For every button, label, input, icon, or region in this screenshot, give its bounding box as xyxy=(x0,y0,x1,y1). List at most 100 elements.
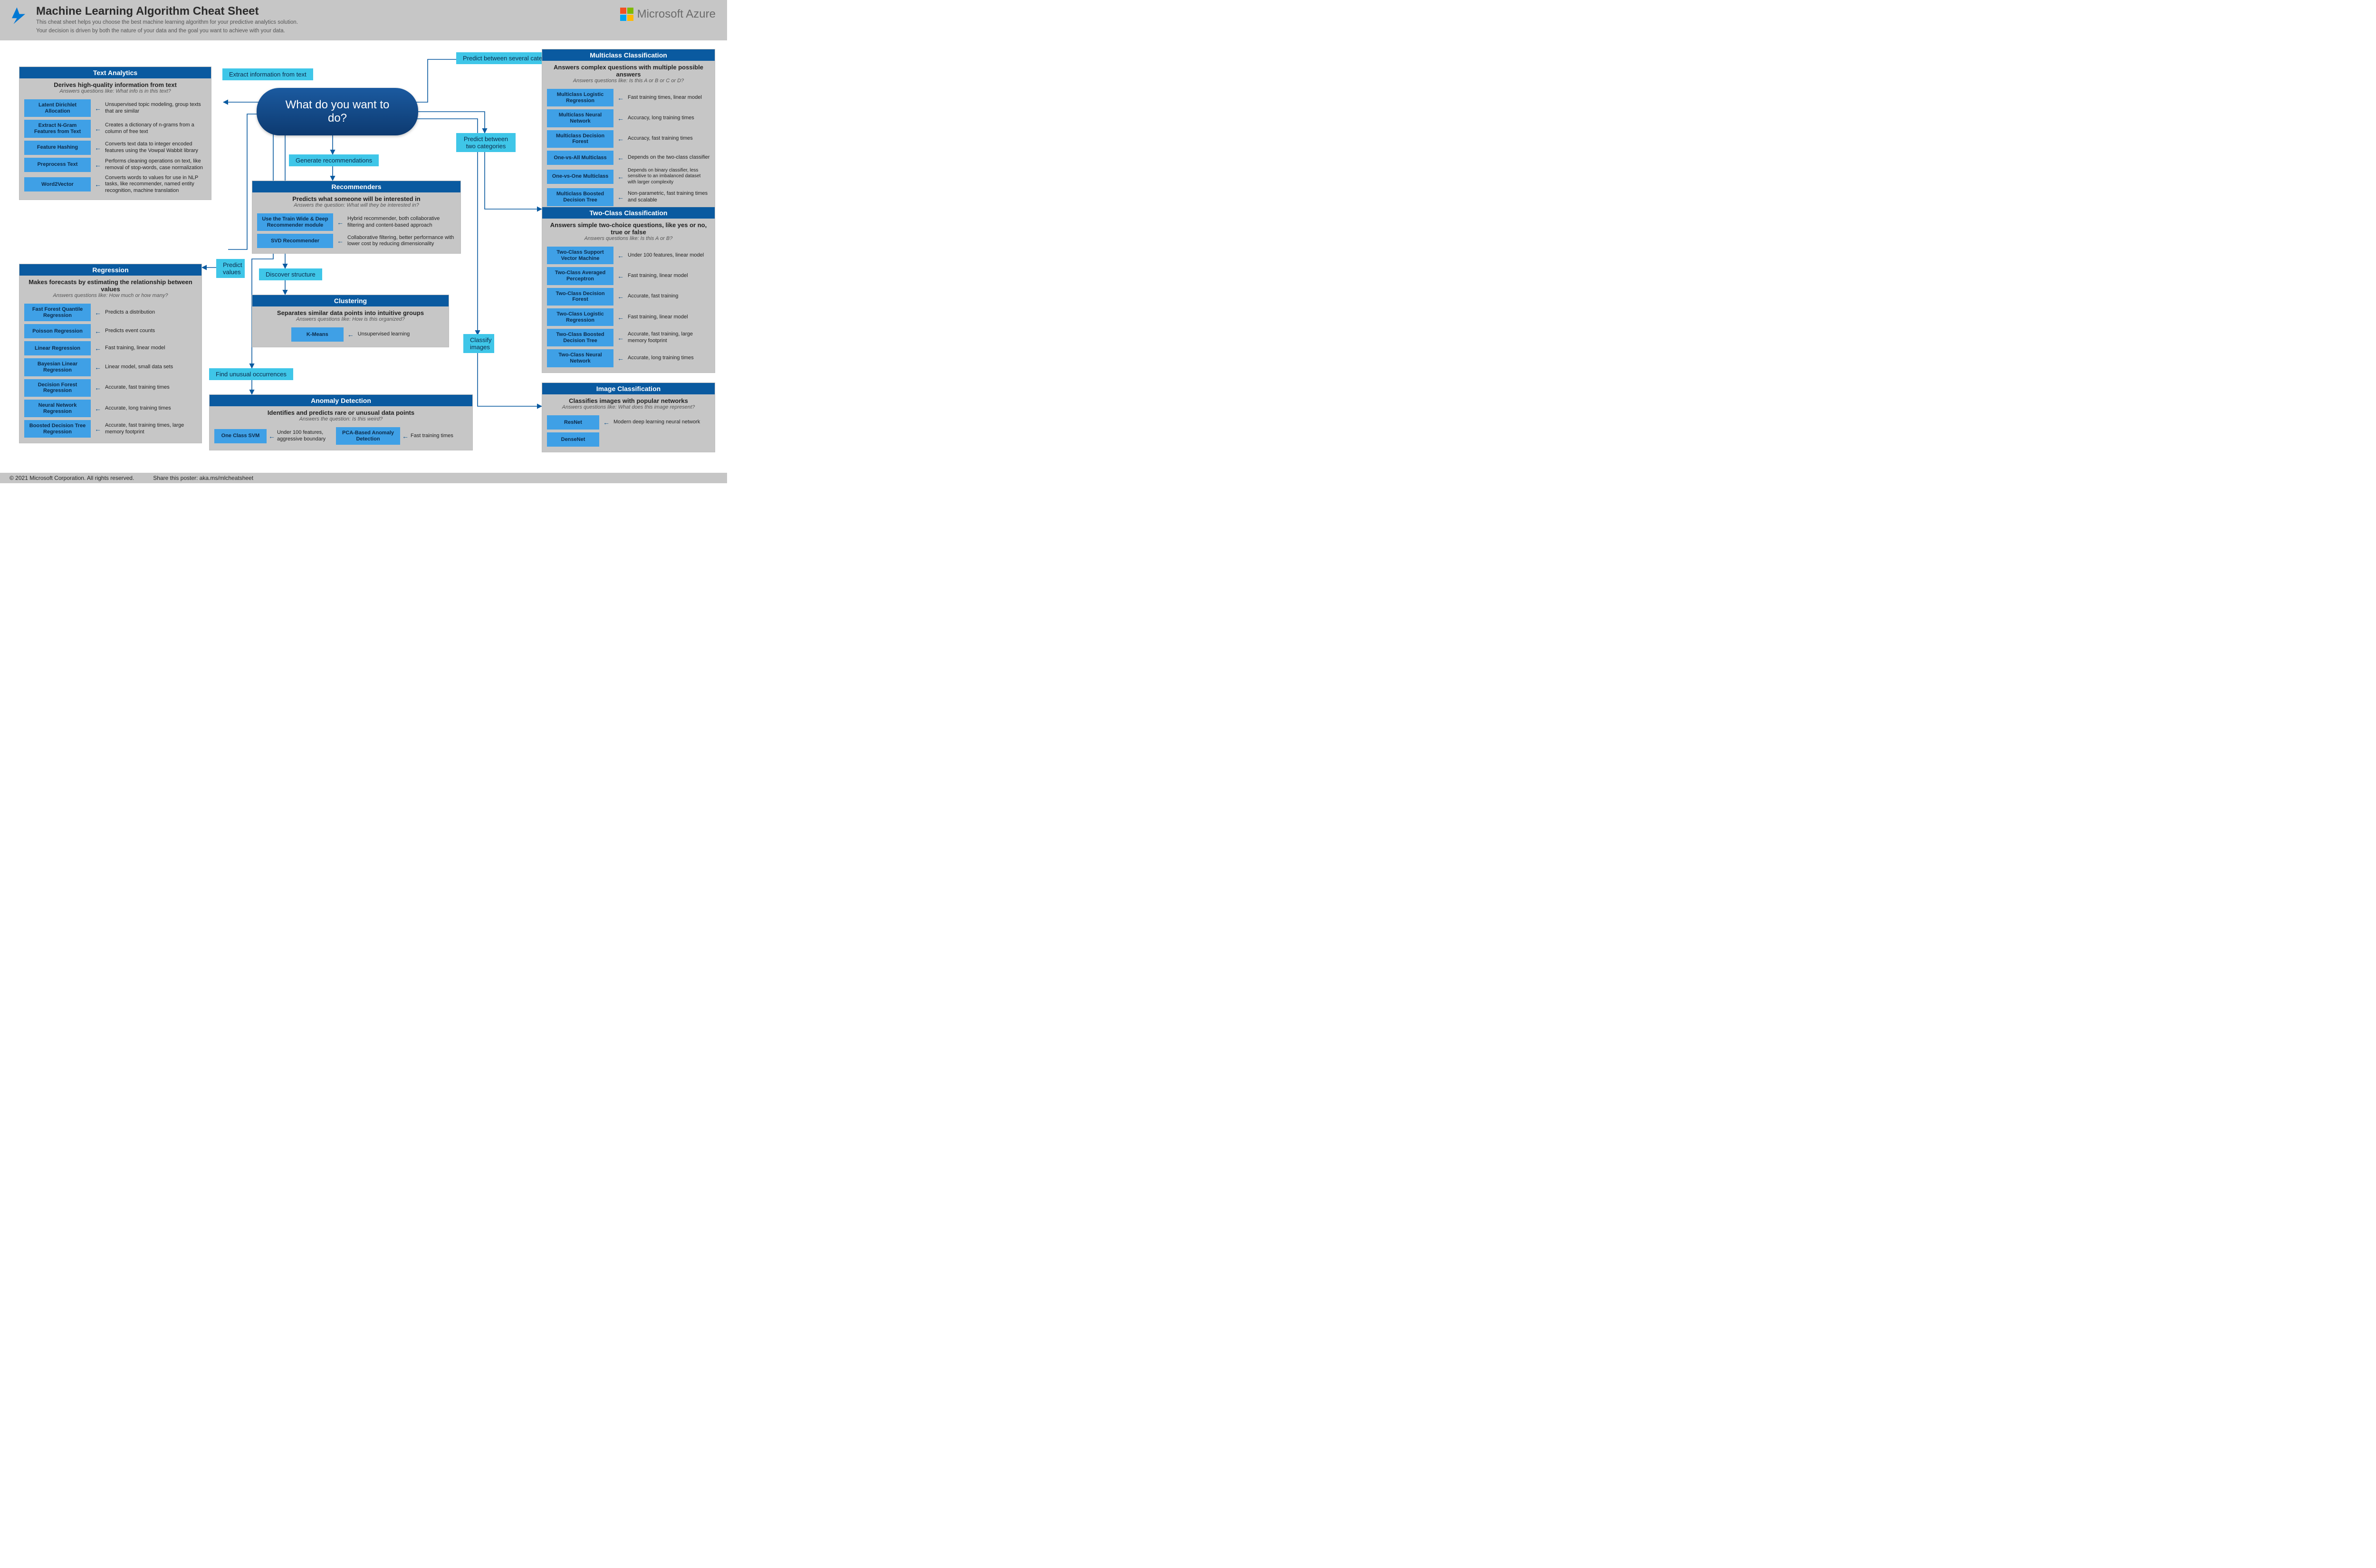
alg: Neural Network Regression xyxy=(24,400,91,417)
microsoft-logo-icon xyxy=(620,8,633,21)
arrow-left-icon: ← xyxy=(95,181,101,188)
azure-logo-icon xyxy=(9,6,29,26)
alg-desc: Creates a dictionary of n-grams from a c… xyxy=(105,122,206,135)
alg-desc: Predicts a distribution xyxy=(105,309,197,316)
arrow-left-icon: ← xyxy=(617,354,624,362)
header: Machine Learning Algorithm Cheat Sheet T… xyxy=(0,0,727,40)
footer: © 2021 Microsoft Corporation. All rights… xyxy=(0,473,727,483)
alg: One-vs-One Multiclass xyxy=(547,170,613,184)
decision-predict-values: Predict values xyxy=(216,259,245,278)
alg-desc: Fast training, linear model xyxy=(628,314,710,321)
arrow-left-icon: ← xyxy=(617,293,624,300)
alg: Multiclass Decision Forest xyxy=(547,130,613,148)
arrow-left-icon: ← xyxy=(337,237,344,245)
cat-sub: Answers simple two-choice questions, lik… xyxy=(542,219,715,236)
alg-desc: Converts words to values for use in NLP … xyxy=(105,175,206,194)
subtitle-line1: This cheat sheet helps you choose the be… xyxy=(36,19,298,27)
alg-desc: Collaborative filtering, better performa… xyxy=(347,235,456,248)
cat-header: Clustering xyxy=(252,295,449,306)
footer-copyright: © 2021 Microsoft Corporation. All rights… xyxy=(10,475,134,481)
alg-desc: Accuracy, fast training times xyxy=(628,135,710,142)
cat-sub: Answers complex questions with multiple … xyxy=(542,61,715,78)
alg: One-vs-All Multiclass xyxy=(547,151,613,165)
arrow-left-icon: ← xyxy=(347,331,354,338)
arrow-left-icon: ← xyxy=(95,425,101,433)
alg: Extract N-Gram Features from Text xyxy=(24,120,91,137)
cat-clustering: Clustering Separates similar data points… xyxy=(252,295,449,347)
arrow-left-icon: ← xyxy=(603,419,610,426)
page-title: Machine Learning Algorithm Cheat Sheet xyxy=(36,5,298,18)
arrow-left-icon: ← xyxy=(95,125,101,133)
arrow-left-icon: ← xyxy=(95,384,101,392)
alg: Linear Regression xyxy=(24,341,91,355)
alg: Latent Dirichlet Allocation xyxy=(24,99,91,117)
alg: Fast Forest Quantile Regression xyxy=(24,304,91,321)
arrow-left-icon: ← xyxy=(617,193,624,201)
arrow-left-icon: ← xyxy=(617,334,624,342)
alg-desc: Linear model, small data sets xyxy=(105,364,197,371)
arrow-left-icon: ← xyxy=(95,327,101,335)
alg-desc: Non-parametric, fast training times and … xyxy=(628,191,710,204)
alg: Two-Class Neural Network xyxy=(547,349,613,367)
alg-desc: Accurate, fast training times, large mem… xyxy=(105,422,197,436)
cat-q: Answers the question: Is this weird? xyxy=(210,416,472,426)
alg: Bayesian Linear Regression xyxy=(24,358,91,376)
arrow-left-icon: ← xyxy=(617,94,624,102)
alg: Two-Class Boosted Decision Tree xyxy=(547,329,613,346)
microsoft-azure-brand: Microsoft Azure xyxy=(620,8,716,21)
diagram-canvas: What do you want to do? Extract informat… xyxy=(0,40,727,473)
arrow-left-icon: ← xyxy=(95,161,101,169)
alg-desc: Accurate, long training times xyxy=(628,355,710,362)
alg-desc: Accurate, fast training times xyxy=(105,384,197,391)
alg: Two-Class Decision Forest xyxy=(547,288,613,306)
alg-desc: Accurate, fast training xyxy=(628,293,710,300)
alg: DenseNet xyxy=(547,432,599,447)
cat-q: Answers questions like: How is this orga… xyxy=(252,316,449,326)
alg-desc: Unsupervised topic modeling, group texts… xyxy=(105,102,206,115)
brand-text: Microsoft Azure xyxy=(637,8,716,21)
cat-header: Regression xyxy=(19,264,201,276)
arrow-left-icon: ← xyxy=(617,314,624,321)
cat-q: Answers the question: What will they be … xyxy=(252,202,460,212)
cat-q: Answers questions like: What info is in … xyxy=(19,88,211,98)
arrow-left-icon: ← xyxy=(95,344,101,352)
cat-sub: Identifies and predicts rare or unusual … xyxy=(210,406,472,416)
alg: Multiclass Boosted Decision Tree xyxy=(547,188,613,206)
alg-desc: Hybrid recommender, both collaborative f… xyxy=(347,216,456,229)
cat-header: Multiclass Classification xyxy=(542,49,715,61)
decision-predict-two: Predict between two categories xyxy=(456,133,516,152)
decision-discover: Discover structure xyxy=(259,268,322,280)
alg: Two-Class Logistic Regression xyxy=(547,308,613,326)
cat-multiclass: Multiclass Classification Answers comple… xyxy=(542,49,715,212)
alg: PCA-Based Anomaly Detection xyxy=(336,427,400,445)
arrow-left-icon: ← xyxy=(95,309,101,316)
cat-sub: Classifies images with popular networks xyxy=(542,394,715,404)
cat-header: Two-Class Classification xyxy=(542,207,715,219)
alg-desc: Unsupervised learning xyxy=(358,331,410,338)
arrow-left-icon: ← xyxy=(95,144,101,152)
decision-generate-rec: Generate recommendations xyxy=(289,154,379,166)
arrow-left-icon: ← xyxy=(617,135,624,143)
alg-desc: Under 100 features, aggressive boundary xyxy=(277,430,334,443)
cat-q: Answers questions like: Is this A or B? xyxy=(542,236,715,245)
alg-desc: Fast training, linear model xyxy=(105,345,197,352)
alg: SVD Recommender xyxy=(257,234,333,248)
arrow-left-icon: ← xyxy=(95,363,101,371)
alg-desc: Fast training times, linear model xyxy=(628,95,710,101)
alg-desc: Accurate, long training times xyxy=(105,405,197,412)
alg-desc: Depends on the two-class classifier xyxy=(628,154,710,161)
arrow-left-icon: ← xyxy=(617,272,624,280)
alg: Multiclass Neural Network xyxy=(547,109,613,127)
alg: One Class SVM xyxy=(214,429,267,443)
alg: Decision Forest Regression xyxy=(24,379,91,397)
arrow-left-icon: ← xyxy=(617,154,624,162)
arrow-left-icon: ← xyxy=(95,105,101,112)
arrow-left-icon: ← xyxy=(268,432,275,440)
arrow-left-icon: ← xyxy=(402,432,409,440)
alg-desc: Performs cleaning operations on text, li… xyxy=(105,158,206,172)
alg: Two-Class Support Vector Machine xyxy=(547,247,613,264)
alg: K-Means xyxy=(291,327,344,342)
cat-twoclass: Two-Class Classification Answers simple … xyxy=(542,207,715,373)
cat-header: Recommenders xyxy=(252,181,460,192)
arrow-left-icon: ← xyxy=(95,405,101,412)
